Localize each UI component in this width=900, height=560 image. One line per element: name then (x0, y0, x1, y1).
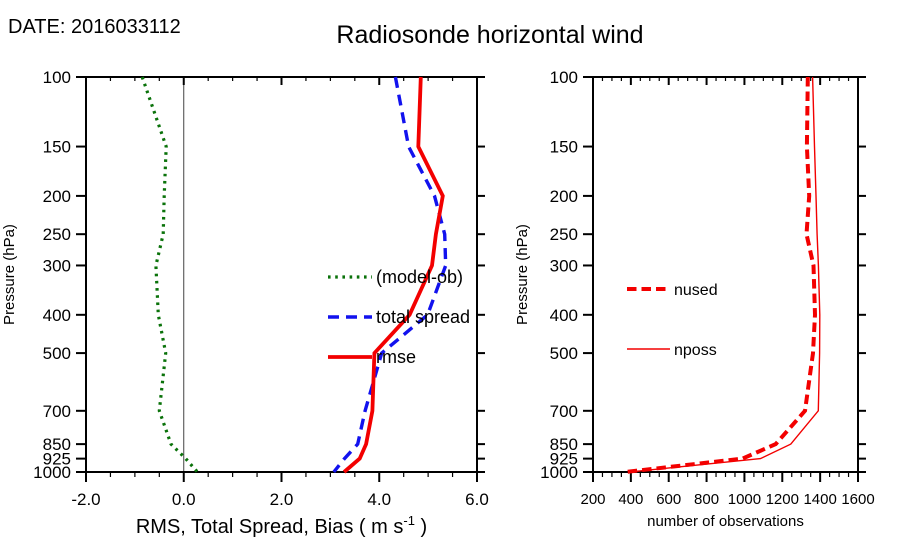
y-tick-label: 1000 (33, 463, 71, 482)
y-tick-label: 700 (43, 402, 71, 421)
y-tick-label: 400 (550, 306, 578, 325)
x-tick-label: 1400 (803, 491, 836, 508)
nused-line (624, 76, 818, 474)
y-tick-label: 925 (550, 450, 578, 469)
x-axis-title: RMS, Total Spread, Bias ( m s-1 ) (136, 513, 427, 538)
y-tick-label: 700 (550, 402, 578, 421)
legend-label: nposs (674, 342, 717, 359)
y-tick-label: 200 (43, 187, 71, 206)
y-tick-label: 150 (43, 138, 71, 157)
x-tick-label: 0.0 (172, 490, 196, 509)
y-tick-label: 150 (550, 138, 578, 157)
legend-label: rmse (376, 347, 416, 367)
legend-label: (model-ob) (376, 267, 463, 287)
y-axis-title: Pressure (hPa) (1, 224, 18, 325)
y-tick-label: 850 (43, 435, 71, 454)
x-tick-label: 6.0 (465, 490, 489, 509)
y-tick-label: 300 (43, 256, 71, 275)
y-tick-label: 200 (550, 187, 578, 206)
y-tick-label: 1000 (540, 463, 578, 482)
x-tick-label: 1600 (841, 491, 874, 508)
y-tick-label: 850 (550, 435, 578, 454)
y-tick-label: 300 (550, 256, 578, 275)
x-tick-label: 400 (618, 491, 643, 508)
y-tick-label: 250 (550, 225, 578, 244)
x-tick-label: 800 (694, 491, 719, 508)
x-tick-label: 600 (656, 491, 681, 508)
date-label: DATE: 2016033112 (8, 16, 181, 38)
y-tick-label: 500 (43, 344, 71, 363)
x-tick-label: -2.0 (71, 490, 100, 509)
nposs-line (629, 76, 821, 473)
y-tick-label: 500 (550, 344, 578, 363)
y-tick-label: 100 (550, 68, 578, 87)
x-tick-label: 200 (580, 491, 605, 508)
plot-title: Radiosonde horizontal wind (336, 21, 644, 49)
y-tick-label: 925 (43, 450, 71, 469)
x-tick-label: 1200 (766, 491, 799, 508)
y-tick-label: 100 (43, 68, 71, 87)
y-tick-label: 250 (43, 225, 71, 244)
x-tick-label: 2.0 (270, 490, 294, 509)
x-axis-title: number of observations (647, 513, 804, 530)
legend-label: nused (674, 282, 718, 299)
rmse-line (342, 76, 445, 474)
y-axis-title: Pressure (hPa) (514, 224, 531, 325)
y-tick-label: 400 (43, 306, 71, 325)
model-ob-line (140, 76, 199, 474)
x-tick-label: 4.0 (367, 490, 391, 509)
legend-label: total spread (376, 307, 470, 327)
x-tick-label: 1000 (728, 491, 761, 508)
